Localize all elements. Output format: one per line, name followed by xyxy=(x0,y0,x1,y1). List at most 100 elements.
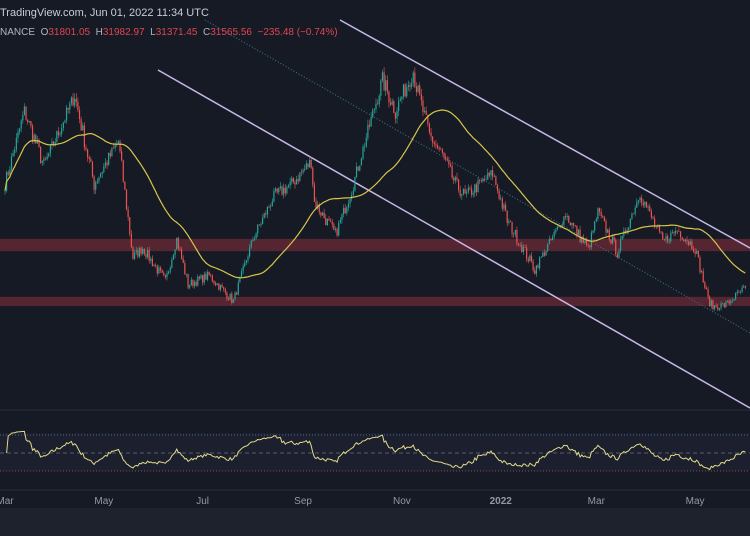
candle-body xyxy=(185,273,188,275)
candle-body xyxy=(108,152,110,165)
candle-body xyxy=(696,250,698,254)
rsi-line xyxy=(6,430,746,471)
candle-body xyxy=(713,305,716,310)
candle-body xyxy=(576,225,578,236)
candle-body xyxy=(281,186,283,195)
candle-body xyxy=(221,284,223,288)
candle-body xyxy=(161,270,163,273)
candle-body xyxy=(419,85,421,95)
candle-body xyxy=(488,172,490,176)
candle-body xyxy=(608,229,610,240)
candle-body xyxy=(7,172,9,175)
attribution: TradingView.com, Jun 01, 2022 11:34 UTC xyxy=(0,7,209,19)
candle-body xyxy=(597,208,599,220)
candle-body xyxy=(485,179,487,181)
candle-body xyxy=(516,229,518,244)
candle-body xyxy=(169,267,171,272)
candle-body xyxy=(182,258,184,263)
candle-body xyxy=(104,162,107,167)
candle-body xyxy=(56,131,58,143)
candle-body xyxy=(423,110,426,113)
candle-body xyxy=(352,190,354,195)
candle-body xyxy=(449,164,452,167)
candle-body xyxy=(462,189,465,195)
candle-body xyxy=(731,300,733,302)
candle-body xyxy=(342,207,345,215)
candle-body xyxy=(504,204,507,211)
candle-body xyxy=(23,106,26,116)
candle-body xyxy=(304,168,306,171)
candle-body xyxy=(498,190,500,199)
candle-body xyxy=(736,291,738,294)
candle-body xyxy=(276,188,278,193)
candle-body xyxy=(338,222,340,236)
close-value: 31565.56 xyxy=(210,27,252,38)
candle-body xyxy=(106,162,108,165)
candle-body xyxy=(637,200,640,202)
candle-body xyxy=(119,141,121,152)
candle-body xyxy=(43,158,45,161)
candle-body xyxy=(367,124,369,138)
high-label: H xyxy=(95,27,103,38)
candle-body xyxy=(446,159,448,161)
candle-body xyxy=(514,229,516,235)
candle-body xyxy=(563,216,565,225)
candle-body xyxy=(521,244,523,253)
candle-body xyxy=(467,187,469,192)
candle-body xyxy=(244,262,246,267)
candle-body xyxy=(702,271,704,283)
candle-body xyxy=(589,245,591,248)
candle-body xyxy=(77,101,79,111)
candle-body xyxy=(215,283,217,286)
candle-body xyxy=(179,248,181,250)
candle-body xyxy=(666,235,669,242)
candle-body xyxy=(171,259,173,268)
candle-body xyxy=(715,305,717,307)
candle-body xyxy=(709,296,711,307)
candle-body xyxy=(618,250,620,258)
candle-body xyxy=(140,247,142,254)
candle-body xyxy=(420,94,422,101)
candle-body xyxy=(373,109,375,111)
candle-body xyxy=(166,273,168,278)
candle-body xyxy=(74,98,76,106)
candle-body xyxy=(33,135,35,142)
open-label: O xyxy=(40,27,49,38)
candle-body xyxy=(134,252,136,259)
x-tick-label: Mar xyxy=(588,496,606,507)
candle-body xyxy=(433,142,435,145)
candle-body xyxy=(125,189,128,210)
candle-body xyxy=(193,281,196,286)
candle-body xyxy=(151,258,154,267)
candle-body xyxy=(417,85,419,92)
candle-body xyxy=(103,166,105,173)
candle-body xyxy=(339,220,341,223)
candle-body xyxy=(720,303,722,309)
candle-body xyxy=(526,247,528,259)
candle-body xyxy=(389,102,392,105)
candle-body xyxy=(224,288,226,293)
candle-body xyxy=(738,291,740,293)
candle-body xyxy=(529,255,531,262)
candle-body xyxy=(187,273,189,288)
candle-body xyxy=(436,145,439,148)
ohlc-legend: NANCE O31801.05 H31982.97 L31371.45 C315… xyxy=(0,27,338,38)
candle-body xyxy=(689,241,691,245)
candle-body xyxy=(336,228,338,236)
candle-body xyxy=(577,229,580,236)
candle-body xyxy=(556,226,559,230)
candle-body xyxy=(15,137,17,150)
low-value: 31371.45 xyxy=(155,27,198,38)
candle-body xyxy=(566,216,568,218)
candle-body xyxy=(31,125,34,142)
candle-body xyxy=(40,146,42,163)
candle-body xyxy=(318,204,320,213)
candle-body xyxy=(200,275,202,279)
candle-body xyxy=(381,72,384,81)
candle-body xyxy=(432,136,434,143)
candle-body xyxy=(694,251,696,254)
candle-body xyxy=(686,239,688,242)
candle-body xyxy=(744,286,746,288)
candle-body xyxy=(701,271,703,273)
